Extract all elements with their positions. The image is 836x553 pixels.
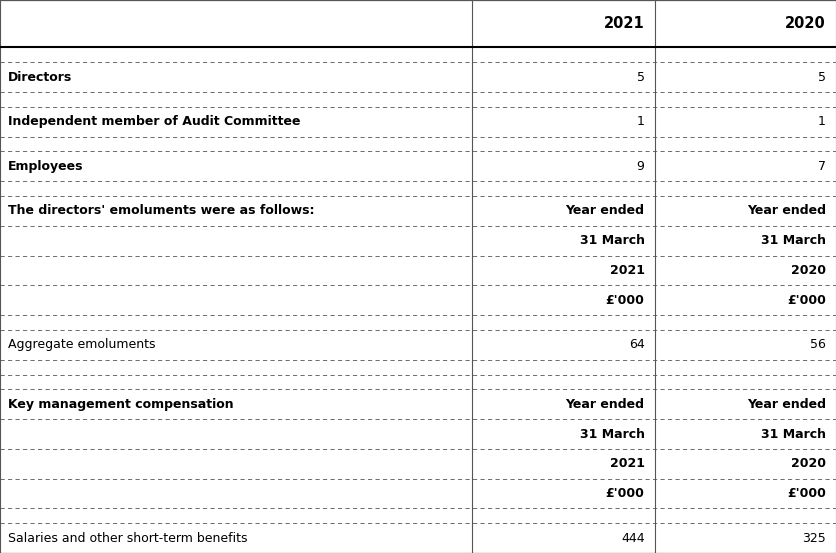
Text: 2020: 2020 <box>791 457 826 470</box>
Text: 31 March: 31 March <box>579 427 645 441</box>
Text: Salaries and other short-term benefits: Salaries and other short-term benefits <box>8 531 247 545</box>
Text: 9: 9 <box>637 160 645 173</box>
Text: £'000: £'000 <box>605 487 645 500</box>
Text: 64: 64 <box>629 338 645 351</box>
Text: Year ended: Year ended <box>747 205 826 217</box>
Text: 5: 5 <box>636 71 645 84</box>
Text: 5: 5 <box>818 71 826 84</box>
Text: 31 March: 31 March <box>761 234 826 247</box>
Text: 444: 444 <box>621 531 645 545</box>
Text: Year ended: Year ended <box>566 205 645 217</box>
Text: 1: 1 <box>818 115 826 128</box>
Text: Key management compensation: Key management compensation <box>8 398 234 411</box>
Text: Employees: Employees <box>8 160 84 173</box>
Text: 31 March: 31 March <box>579 234 645 247</box>
Text: 2021: 2021 <box>609 457 645 470</box>
Text: £'000: £'000 <box>605 294 645 307</box>
Text: £'000: £'000 <box>787 294 826 307</box>
Text: Independent member of Audit Committee: Independent member of Audit Committee <box>8 115 301 128</box>
Text: 1: 1 <box>637 115 645 128</box>
Text: Aggregate emoluments: Aggregate emoluments <box>8 338 155 351</box>
Text: 56: 56 <box>810 338 826 351</box>
Text: Year ended: Year ended <box>747 398 826 411</box>
Text: Year ended: Year ended <box>566 398 645 411</box>
Text: 2020: 2020 <box>791 264 826 277</box>
Text: The directors' emoluments were as follows:: The directors' emoluments were as follow… <box>8 205 315 217</box>
Text: 7: 7 <box>818 160 826 173</box>
Text: Directors: Directors <box>8 71 73 84</box>
Text: 2021: 2021 <box>609 264 645 277</box>
Text: 325: 325 <box>803 531 826 545</box>
Text: £'000: £'000 <box>787 487 826 500</box>
Text: 2021: 2021 <box>604 16 645 31</box>
Text: 2020: 2020 <box>785 16 826 31</box>
Text: 31 March: 31 March <box>761 427 826 441</box>
